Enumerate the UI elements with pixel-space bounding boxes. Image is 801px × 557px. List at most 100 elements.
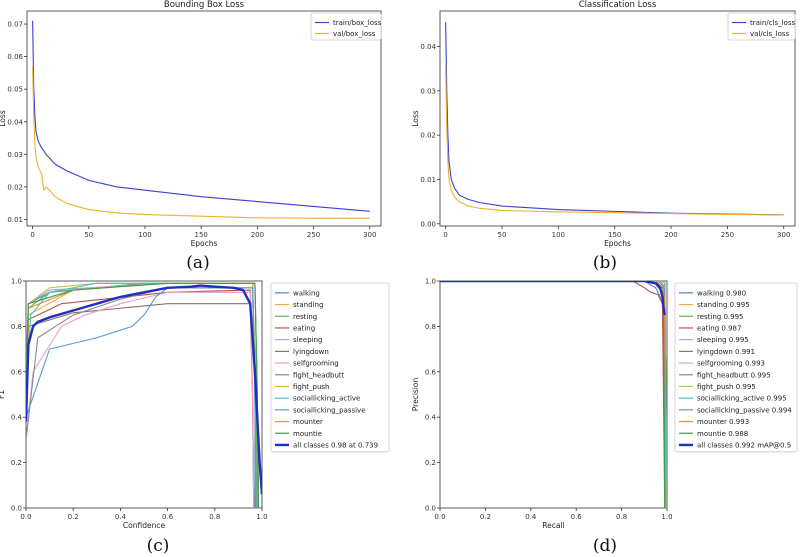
y-tick-label: 0.8 — [425, 323, 436, 331]
x-tick-label: 200 — [664, 231, 677, 239]
series-group — [440, 281, 667, 508]
legend-label-standing: standing — [293, 301, 323, 309]
legend-label-sociallicking-passive-0-994: sociallicking_passive 0.994 — [697, 406, 792, 414]
x-tick-label: 200 — [251, 231, 264, 239]
y-axis-label: Loss — [0, 110, 7, 127]
x-tick-label: 150 — [608, 231, 621, 239]
legend-label-mounter-0-993: mounter 0.993 — [697, 418, 749, 426]
x-tick-label: 0 — [443, 231, 447, 239]
y-tick-label: 0.01 — [420, 176, 436, 184]
panel-caption: (d) — [593, 536, 617, 556]
legend-label-fight-headbutt: fight_headbutt — [293, 371, 345, 379]
series-group — [32, 20, 370, 219]
series-line-eating-0-987 — [440, 281, 666, 508]
x-tick-label: 1.0 — [661, 513, 672, 521]
legend-label-sociallicking-passive: sociallicking_passive — [293, 406, 366, 414]
x-tick-label: 0.0 — [434, 513, 445, 521]
legend-label-sociallicking-active-0-995: sociallicking_active 0.995 — [697, 395, 787, 403]
x-tick-label: 0.4 — [115, 513, 127, 521]
series-line-selfgrooming-0-993 — [440, 281, 667, 508]
y-tick-label: 0.02 — [420, 132, 436, 140]
x-tick-label: 1.0 — [256, 513, 267, 521]
series-line-selfgrooming — [26, 291, 255, 508]
legend-label-fight-headbutt-0-995: fight_headbutt 0.995 — [697, 371, 771, 379]
legend-label-lyingdown-0-991: lyingdown 0.991 — [697, 348, 755, 356]
precision-recall-chart: 0.0 0.2 0.4 0.6 0.8 1.0 0.0 0.2 0.4 0.6 0.8 1.0 Reca… — [411, 278, 798, 556]
legend-box — [674, 282, 798, 453]
legend-label-resting-0-995: resting 0.995 — [697, 313, 744, 321]
legend-label-walking: walking — [293, 289, 320, 297]
x-tick-label: 50 — [84, 231, 93, 239]
legend-label-all-classes-0-98-at-0-739: all classes 0.98 at 0.739 — [293, 441, 378, 449]
legend-label-sleeping: sleeping — [293, 336, 322, 344]
chart-title: Classification Loss — [579, 0, 657, 10]
x-axis-label: Epochs — [604, 239, 631, 248]
x-tick-label: 0.6 — [571, 513, 583, 521]
legend-label-fight-push: fight_push — [293, 383, 330, 391]
series-line-standing-0-995 — [440, 281, 667, 508]
panel-caption: (b) — [593, 253, 617, 273]
legend-label-resting: resting — [293, 313, 317, 321]
series-line-fight-push-0-995 — [440, 281, 667, 508]
series-group — [445, 22, 784, 216]
series-line-sociallicking-passive — [26, 287, 257, 508]
legend-label-eating-0-987: eating 0.987 — [697, 324, 741, 332]
y-tick-label: 0.4 — [425, 414, 437, 422]
series-line-fight-headbutt — [26, 287, 257, 508]
legend-label-selfgrooming: selfgrooming — [293, 360, 339, 368]
legend-label-val-cls-loss: val/cls_loss — [750, 30, 790, 38]
x-tick-label: 0.8 — [209, 513, 220, 521]
series-line-lyingdown-0-991 — [440, 281, 667, 508]
x-tick-label: 0.8 — [616, 513, 627, 521]
legend-label-standing-0-995: standing 0.995 — [697, 301, 750, 309]
x-tick-label: 0.4 — [525, 513, 537, 521]
panel-caption: (a) — [186, 253, 209, 273]
bounding-box-loss-chart: Bounding Box Loss 0 50 100 150 200 250 300 0.01 0… — [0, 0, 382, 273]
legend-label-walking-0-980: walking 0.980 — [697, 289, 746, 297]
legend: train/box_loss val/box_loss — [310, 12, 382, 41]
series-line-all-classes-0-98-at-0-739 — [26, 284, 262, 495]
y-tick-label: 0.02 — [7, 183, 23, 191]
y-tick-label: 0.07 — [7, 21, 23, 29]
series-line-lyingdown — [26, 303, 255, 508]
series-line-train-cls-loss — [445, 22, 784, 216]
x-tick-label: 0.2 — [480, 513, 491, 521]
legend-label-sociallicking-active: sociallicking_active — [293, 395, 360, 403]
x-axis-label: Recall — [542, 521, 564, 530]
legend-label-eating: eating — [293, 324, 315, 332]
y-tick-label: 0.04 — [420, 43, 436, 51]
series-line-mountie-0-988 — [440, 281, 666, 508]
y-tick-label: 0.00 — [420, 220, 436, 228]
y-tick-label: 0.4 — [11, 414, 23, 422]
legend-label-all-classes-0-992-map-0-5: all classes 0.992 mAP@0.5 — [697, 441, 791, 449]
plot-frame — [26, 10, 382, 227]
x-tick-label: 100 — [138, 231, 151, 239]
y-tick-label: 1.0 — [425, 278, 436, 286]
series-line-mounter-0-993 — [440, 281, 667, 508]
series-line-all-classes-0-992-map-0-5 — [440, 281, 666, 316]
legend-box — [270, 282, 390, 453]
legend-label-mounter: mounter — [293, 418, 323, 426]
chart-title: Bounding Box Loss — [164, 0, 245, 10]
legend-label-val-box-loss: val/box_loss — [333, 30, 376, 38]
y-tick-label: 0.6 — [425, 368, 437, 376]
x-tick-label: 0.2 — [68, 513, 79, 521]
y-tick-label: 0.03 — [7, 151, 23, 159]
series-line-sociallicking-passive-0-994 — [440, 281, 667, 508]
y-tick-label: 0.2 — [11, 459, 22, 467]
y-tick-label: 0.05 — [7, 86, 23, 94]
x-tick-label: 300 — [777, 231, 790, 239]
y-axis-label: Precision — [411, 378, 420, 412]
y-axis-label: Loss — [411, 110, 420, 127]
series-line-sleeping-0-995 — [440, 281, 667, 508]
series-group — [26, 282, 262, 508]
y-tick-label: 0.6 — [11, 368, 23, 376]
x-tick-label: 150 — [195, 231, 208, 239]
legend-label-fight-push-0-995: fight_push 0.995 — [697, 383, 756, 391]
x-tick-label: 0.6 — [162, 513, 174, 521]
legend: train/cls_loss val/cls_loss — [727, 12, 795, 41]
x-tick-label: 100 — [552, 231, 565, 239]
series-line-fight-headbutt-0-995 — [440, 281, 667, 508]
series-line-val-cls-loss — [445, 64, 784, 216]
